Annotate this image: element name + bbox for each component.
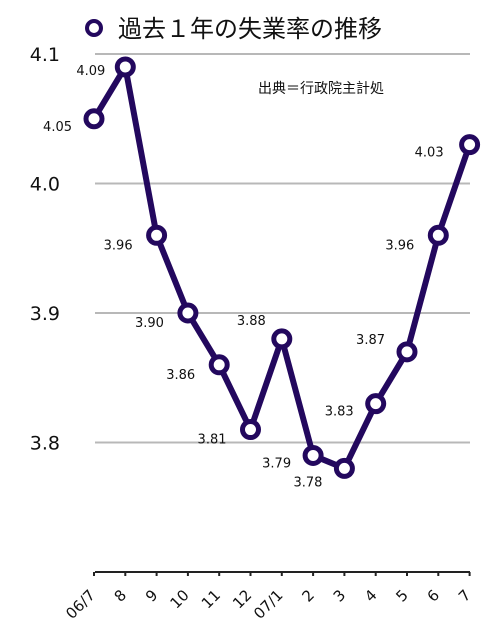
data-point: [146, 224, 168, 246]
legend-marker-icon: [85, 19, 103, 37]
data-point: [271, 328, 293, 350]
data-label: 3.83: [325, 405, 354, 420]
data-point: [83, 108, 105, 130]
data-point: [333, 457, 355, 479]
x-tick-label: 9: [142, 586, 161, 605]
x-tick-label: 06/7: [62, 586, 99, 623]
x-tick-label: 5: [392, 586, 411, 605]
data-point: [208, 354, 230, 376]
x-tick-label: 8: [111, 586, 130, 605]
data-label: 3.86: [166, 368, 195, 383]
data-point: [302, 444, 324, 466]
y-tick-label: 3.9: [30, 303, 60, 325]
x-tick-label: 3: [330, 586, 349, 605]
data-label: 3.81: [198, 433, 227, 448]
data-label: 3.78: [293, 475, 322, 490]
data-point: [365, 393, 387, 415]
data-label: 3.96: [385, 238, 414, 253]
x-tick-label: 4: [361, 586, 380, 605]
y-tick-label: 4.0: [30, 174, 60, 196]
data-point: [114, 56, 136, 78]
x-tick-label: 2: [298, 586, 317, 605]
x-tick-label: 6: [424, 586, 443, 605]
data-label: 4.05: [43, 120, 72, 135]
data-label: 3.87: [356, 333, 385, 348]
data-label: 4.09: [76, 64, 105, 79]
data-point: [177, 302, 199, 324]
data-label: 3.88: [237, 314, 266, 329]
y-tick-label: 3.8: [30, 433, 60, 455]
data-label: 3.79: [262, 456, 291, 471]
data-point: [396, 341, 418, 363]
data-label: 3.96: [104, 238, 133, 253]
chart-title: 過去１年の失業率の推移: [118, 15, 382, 43]
data-label: 4.03: [415, 146, 444, 161]
x-tick-label: 11: [198, 586, 224, 612]
x-tick-label: 7: [455, 586, 474, 605]
x-tick-label: 10: [166, 586, 192, 612]
chart-source-note: 出典＝行政院主計処: [258, 81, 384, 97]
series-line: [91, 63, 473, 472]
data-point: [459, 134, 481, 156]
data-point: [240, 419, 261, 441]
x-tick-label: 07/1: [250, 586, 287, 623]
data-point: [427, 224, 449, 246]
y-tick-label: 4.1: [30, 44, 60, 66]
data-label: 3.90: [135, 316, 164, 331]
